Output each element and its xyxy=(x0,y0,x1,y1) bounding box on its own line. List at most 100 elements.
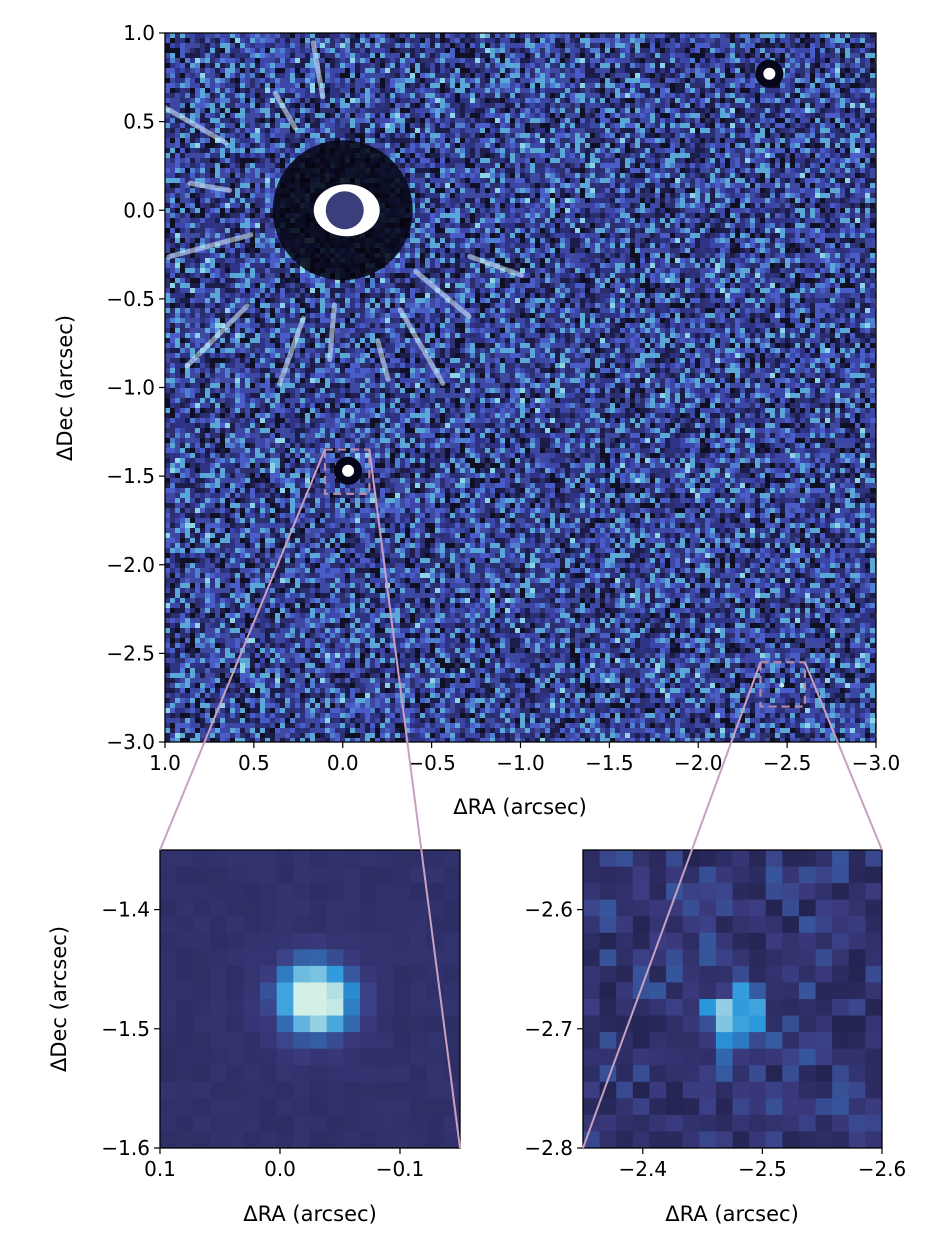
inset-right-pixel xyxy=(798,949,817,967)
inset-left-pixel xyxy=(210,1065,228,1083)
inset-left-pixel xyxy=(326,1065,344,1083)
inset-left-pixel xyxy=(160,965,178,983)
inset-left-pixel xyxy=(326,1098,344,1116)
noise-pixels xyxy=(165,33,876,742)
inset-right-pixel xyxy=(666,1131,684,1148)
inset-left-pixel xyxy=(293,1131,311,1148)
inset-right-pixel xyxy=(815,1032,833,1050)
inset-right-pixel xyxy=(715,850,733,868)
inset-right-pixel xyxy=(649,866,667,884)
inset-right-pixel xyxy=(782,965,800,983)
inset-right-pixel xyxy=(699,1098,717,1116)
inset-left-pixel xyxy=(260,932,278,950)
inset-right-pixel xyxy=(715,1032,733,1050)
inset-left-pixel xyxy=(260,1065,278,1083)
inset-right-pixel xyxy=(599,949,617,967)
inset-left-pixel xyxy=(176,1098,194,1116)
inset-right-pixel xyxy=(682,916,700,934)
inset-left-pixel xyxy=(176,916,194,934)
host-star-mask xyxy=(325,191,364,230)
main-xtick-label: 0.0 xyxy=(327,751,359,775)
inset-right-pixel xyxy=(682,932,700,950)
main-ytick-label: −0.5 xyxy=(106,287,155,311)
inset-right-pixel xyxy=(616,932,634,950)
inset-left-pixel xyxy=(343,949,361,967)
inset-left-pixel xyxy=(243,1048,261,1066)
inset-right-pixel xyxy=(782,999,800,1017)
inset-right-pixel xyxy=(732,1131,750,1148)
inset-right-pixel xyxy=(649,850,667,868)
inset-right-pixel xyxy=(732,982,750,1000)
inset-right-y-ticks: −2.6 −2.7 −2.8 xyxy=(524,898,583,1160)
inset-left-xtick-label: 0.0 xyxy=(264,1157,296,1181)
inset-right-pixel xyxy=(848,850,866,868)
inset-right-pixel xyxy=(715,932,733,950)
main-ylabel: ΔDec (arcsec) xyxy=(53,315,77,461)
inset-left-pixel xyxy=(426,965,444,983)
inset-left-pixel xyxy=(276,899,294,917)
inset-right-pixel xyxy=(715,1065,733,1083)
inset-left-pixel xyxy=(326,850,344,868)
main-ytick-label: −2.0 xyxy=(106,553,155,577)
inset-left-pixel xyxy=(326,1015,344,1033)
inset-left-pixel xyxy=(210,982,228,1000)
inset-left-pixel xyxy=(293,916,311,934)
inset-right-pixel xyxy=(865,883,882,901)
inset-left-pixel xyxy=(376,1114,394,1132)
inset-right-pixel xyxy=(682,1015,700,1033)
inset-left-pixel xyxy=(160,1131,178,1148)
inset-right-pixel xyxy=(682,1048,700,1066)
inset-left-pixel xyxy=(376,850,394,868)
inset-right-pixel xyxy=(832,850,850,868)
inset-right-x-ticks: −2.4 −2.5 −2.6 xyxy=(619,1148,906,1181)
inset-right-pixel xyxy=(699,1015,717,1033)
main-xtick-label: −0.5 xyxy=(407,751,456,775)
inset-right-pixel xyxy=(732,932,750,950)
inset-left-pixel xyxy=(293,883,311,901)
inset-right-pixel xyxy=(632,883,650,901)
inset-left-pixel xyxy=(210,1015,228,1033)
inset-left-pixel xyxy=(360,916,378,934)
inset-right-pixel xyxy=(666,1065,684,1083)
inset-right-pixel xyxy=(699,1131,717,1148)
inset-right-pixel xyxy=(782,883,800,901)
inset-right-pixel xyxy=(798,850,817,868)
inset-left-pixel xyxy=(160,932,178,950)
main-y-ticks: 1.0 0.5 0.0 −0.5 −1.0 −1.5 −2.0 −2.5 −3.0 xyxy=(106,21,165,754)
inset-right-pixel xyxy=(699,1114,717,1132)
inset-left-pixel xyxy=(443,1131,460,1148)
inset-left-pixel xyxy=(226,932,244,950)
inset-right-pixel xyxy=(583,866,601,884)
inset-left-pixel xyxy=(293,850,311,868)
inset-right-pixel xyxy=(832,982,850,1000)
inset-right-pixel xyxy=(765,965,783,983)
inset-right-pixel xyxy=(583,949,601,967)
inset-left-pixel xyxy=(193,1032,211,1050)
inset-left-pixel xyxy=(243,883,261,901)
inset-right-pixel xyxy=(765,1098,783,1116)
inset-left-pixel xyxy=(426,850,444,868)
inset-right-pixel xyxy=(699,965,717,983)
main-ytick-label: −3.0 xyxy=(106,730,155,754)
inset-left-pixel xyxy=(360,999,378,1017)
inset-right-xlabel: ΔRA (arcsec) xyxy=(665,1202,799,1226)
inset-right-pixel xyxy=(649,1048,667,1066)
inset-left-pixel xyxy=(276,965,294,983)
inset-left-pixel xyxy=(210,1098,228,1116)
inset-left-pixel xyxy=(276,1032,294,1050)
inset-right-pixel xyxy=(782,1081,800,1099)
inset-right-pixel xyxy=(782,1065,800,1083)
inset-right-pixel xyxy=(583,1048,601,1066)
inset-right-pixel xyxy=(616,850,634,868)
inset-right-pixel xyxy=(616,1065,634,1083)
inset-right-pixel xyxy=(782,1015,800,1033)
inset-left-pixel xyxy=(226,999,244,1017)
inset-right-pixel xyxy=(599,1098,617,1116)
inset-right-pixel xyxy=(815,949,833,967)
inset-left-pixel xyxy=(210,866,228,884)
inset-right-pixel xyxy=(749,1114,767,1132)
inset-right-pixel xyxy=(583,899,601,917)
inset-left-pixel xyxy=(160,949,178,967)
inset-right-pixel xyxy=(616,1114,634,1132)
inset-left-pixel xyxy=(326,949,344,967)
